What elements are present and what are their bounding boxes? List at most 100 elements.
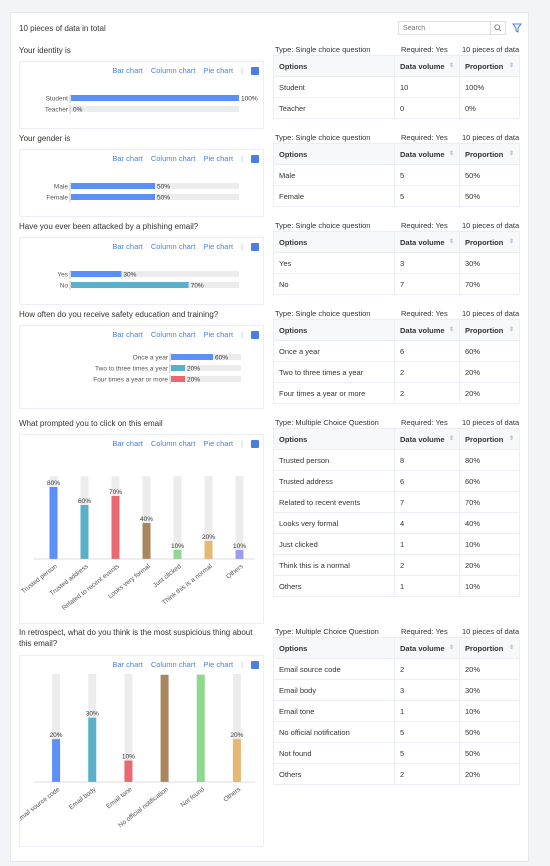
col-proportion[interactable]: Proportion ⇕ bbox=[459, 637, 520, 659]
tab-column-chart[interactable]: Column chart bbox=[150, 660, 196, 669]
tab-bar-chart[interactable]: Bar chart bbox=[112, 330, 143, 339]
cell-volume: 3 bbox=[394, 252, 460, 274]
bar-value[interactable] bbox=[71, 95, 239, 101]
results-table: Options Data volume ⇕ Proportion ⇕ Male 5 50% Fe… bbox=[273, 143, 520, 207]
tab-column-chart[interactable]: Column chart bbox=[150, 154, 196, 163]
col-proportion[interactable]: Proportion ⇕ bbox=[459, 143, 520, 165]
filter-icon[interactable] bbox=[512, 23, 522, 33]
sort-icon[interactable]: ⇕ bbox=[508, 435, 514, 442]
column-value[interactable] bbox=[235, 550, 244, 559]
tab-pie-chart[interactable]: Pie chart bbox=[203, 154, 234, 163]
search-input[interactable] bbox=[399, 22, 495, 34]
tab-bar-chart[interactable]: Bar chart bbox=[112, 439, 143, 448]
tab-column-chart[interactable]: Column chart bbox=[150, 330, 196, 339]
column-value[interactable] bbox=[204, 541, 213, 559]
sort-icon[interactable]: ⇕ bbox=[448, 644, 454, 651]
cell-proportion: 50% bbox=[459, 742, 520, 764]
cell-volume: 5 bbox=[394, 721, 460, 743]
tab-pie-chart[interactable]: Pie chart bbox=[203, 66, 234, 75]
tab-bar-chart[interactable]: Bar chart bbox=[112, 154, 143, 163]
bar-data-label: 100% bbox=[241, 96, 258, 103]
search-box[interactable] bbox=[398, 21, 506, 35]
tab-column-chart[interactable]: Column chart bbox=[150, 66, 196, 75]
bar-value[interactable] bbox=[171, 354, 213, 360]
table-row: Yes 3 30% bbox=[273, 252, 520, 274]
column-value[interactable] bbox=[196, 674, 205, 782]
search-icon[interactable] bbox=[490, 22, 505, 34]
tab-divider: | bbox=[241, 660, 243, 669]
col-proportion[interactable]: Proportion ⇕ bbox=[459, 319, 520, 341]
bar-value[interactable] bbox=[71, 183, 155, 189]
column-track bbox=[173, 476, 182, 559]
tab-bar-chart[interactable]: Bar chart bbox=[112, 242, 143, 251]
tab-column-chart[interactable]: Column chart bbox=[150, 242, 196, 251]
column-data-label: 10% bbox=[171, 543, 184, 550]
col-volume[interactable]: Data volume ⇕ bbox=[394, 55, 460, 77]
column-data-label: 40% bbox=[140, 516, 153, 523]
column-value[interactable] bbox=[88, 717, 97, 782]
col-volume-label: Data volume bbox=[400, 434, 445, 444]
cell-proportion: 30% bbox=[459, 679, 520, 701]
tab-pie-chart[interactable]: Pie chart bbox=[203, 660, 234, 669]
bar-value[interactable] bbox=[171, 365, 185, 371]
cell-volume: 7 bbox=[394, 273, 460, 295]
download-icon[interactable] bbox=[251, 242, 259, 251]
sort-icon[interactable]: ⇕ bbox=[508, 62, 514, 69]
tab-bar-chart[interactable]: Bar chart bbox=[112, 660, 143, 669]
column-value[interactable] bbox=[232, 739, 241, 782]
cell-volume: 5 bbox=[394, 185, 460, 207]
column-value[interactable] bbox=[160, 674, 169, 782]
table-row: Looks very formal 4 40% bbox=[273, 512, 520, 534]
col-volume[interactable]: Data volume ⇕ bbox=[394, 319, 460, 341]
column-value[interactable] bbox=[52, 739, 61, 782]
column-value[interactable] bbox=[173, 550, 182, 559]
bar-value[interactable] bbox=[71, 271, 122, 277]
column-category-label: Just clicked bbox=[152, 563, 183, 589]
col-volume[interactable]: Data volume ⇕ bbox=[394, 231, 460, 253]
column-value[interactable] bbox=[111, 496, 120, 559]
sort-icon[interactable]: ⇕ bbox=[508, 238, 514, 245]
bar-value[interactable] bbox=[71, 282, 189, 288]
chart-canvas: Once a year 60% Two to three times a year 2… bbox=[93, 353, 241, 384]
sort-icon[interactable]: ⇕ bbox=[448, 435, 454, 442]
cell-proportion: 50% bbox=[459, 185, 520, 207]
table-row: Trusted person 8 80% bbox=[273, 449, 520, 471]
tab-pie-chart[interactable]: Pie chart bbox=[203, 242, 234, 251]
pieces-count: 10 pieces of data bbox=[462, 45, 520, 54]
results-table: Options Data volume ⇕ Proportion ⇕ Once a yea… bbox=[273, 319, 520, 404]
download-icon[interactable] bbox=[251, 66, 259, 75]
col-volume[interactable]: Data volume ⇕ bbox=[394, 428, 460, 450]
col-proportion[interactable]: Proportion ⇕ bbox=[459, 428, 520, 450]
download-icon[interactable] bbox=[251, 330, 259, 339]
sort-icon[interactable]: ⇕ bbox=[448, 326, 454, 333]
question-title: In retrospect, what do you think is the … bbox=[19, 628, 253, 648]
chart-card: Bar chart Column chart Pie chart | 20% Email … bbox=[19, 655, 264, 847]
tab-pie-chart[interactable]: Pie chart bbox=[203, 439, 234, 448]
sort-icon[interactable]: ⇕ bbox=[508, 150, 514, 157]
download-icon[interactable] bbox=[251, 660, 259, 669]
sort-icon[interactable]: ⇕ bbox=[508, 326, 514, 333]
tab-column-chart[interactable]: Column chart bbox=[150, 439, 196, 448]
cell-option: Female bbox=[273, 185, 395, 207]
bar-value[interactable] bbox=[71, 194, 155, 200]
download-icon[interactable] bbox=[251, 439, 259, 448]
cell-proportion: 0% bbox=[459, 97, 520, 119]
sort-icon[interactable]: ⇕ bbox=[508, 644, 514, 651]
column-value[interactable] bbox=[124, 760, 133, 782]
tab-pie-chart[interactable]: Pie chart bbox=[203, 330, 234, 339]
col-volume[interactable]: Data volume ⇕ bbox=[394, 143, 460, 165]
sort-icon[interactable]: ⇕ bbox=[448, 62, 454, 69]
download-icon[interactable] bbox=[251, 154, 259, 163]
col-proportion[interactable]: Proportion ⇕ bbox=[459, 55, 520, 77]
required-flag: Required: Yes bbox=[401, 418, 448, 427]
tab-bar-chart[interactable]: Bar chart bbox=[112, 66, 143, 75]
column-value[interactable] bbox=[49, 487, 58, 559]
col-proportion[interactable]: Proportion ⇕ bbox=[459, 231, 520, 253]
sort-icon[interactable]: ⇕ bbox=[448, 238, 454, 245]
col-volume[interactable]: Data volume ⇕ bbox=[394, 637, 460, 659]
col-options-label: Options bbox=[279, 434, 308, 444]
bar-value[interactable] bbox=[171, 376, 185, 382]
sort-icon[interactable]: ⇕ bbox=[448, 150, 454, 157]
column-value[interactable] bbox=[80, 505, 89, 559]
column-value[interactable] bbox=[142, 523, 151, 559]
